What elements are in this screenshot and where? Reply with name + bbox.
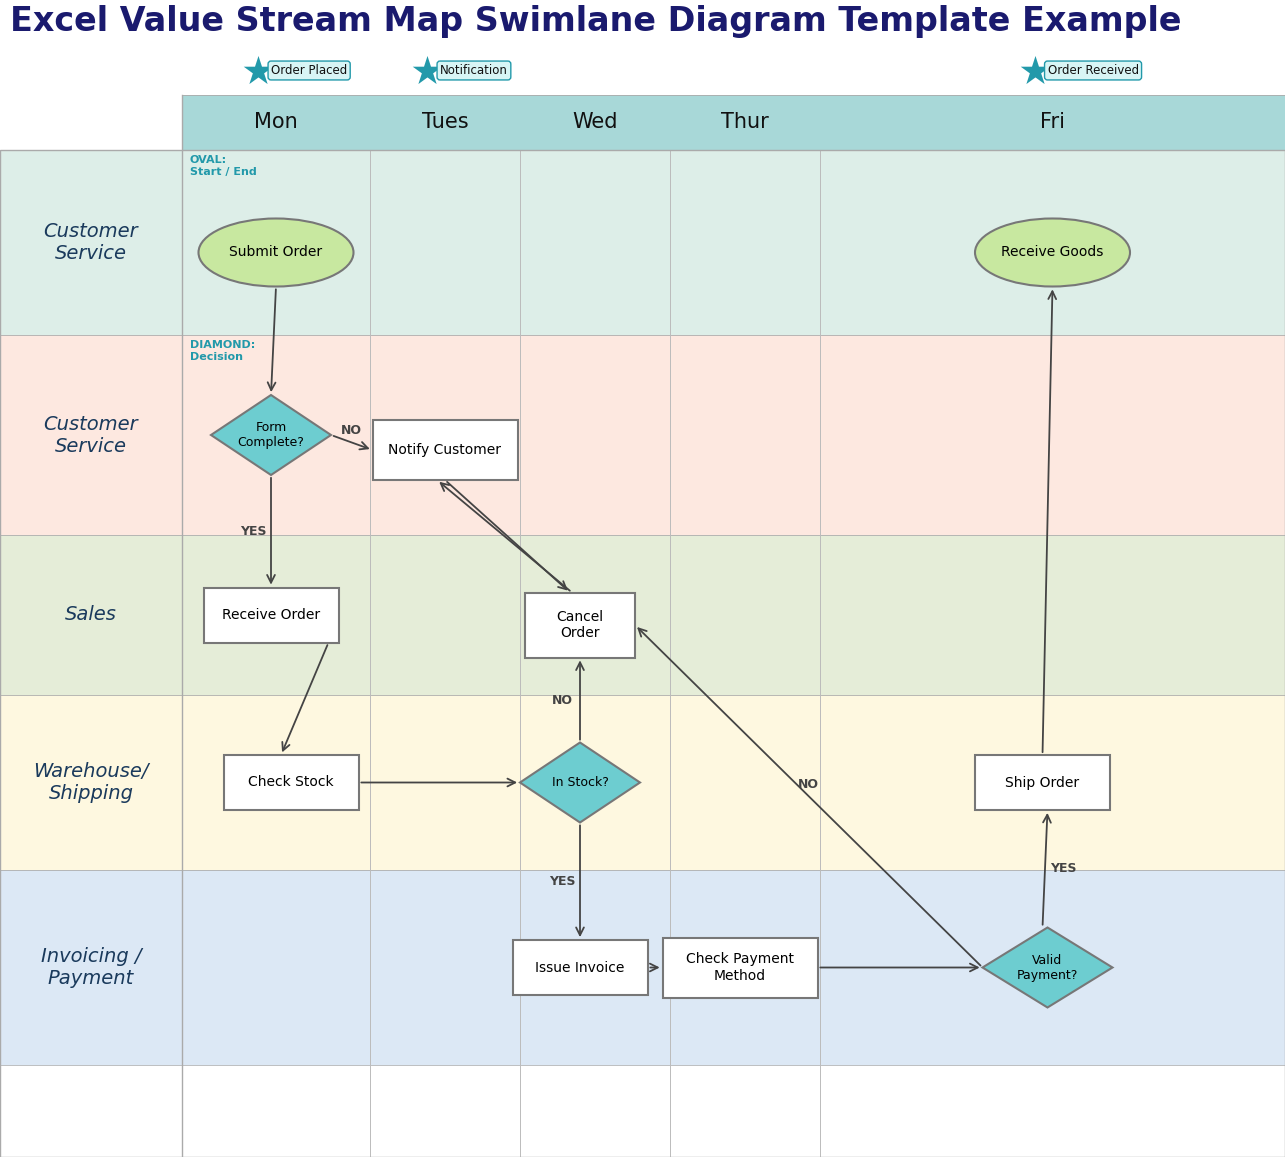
Text: Notification: Notification bbox=[439, 64, 508, 78]
Text: Fri: Fri bbox=[1040, 112, 1065, 133]
Text: Check Payment
Method: Check Payment Method bbox=[686, 952, 794, 982]
Point bbox=[416, 61, 437, 80]
Bar bbox=[182, 95, 1285, 150]
Text: Check Stock: Check Stock bbox=[248, 775, 334, 789]
Ellipse shape bbox=[975, 219, 1130, 287]
Text: Wed: Wed bbox=[572, 112, 618, 133]
Text: Invoicing /
Payment: Invoicing / Payment bbox=[41, 946, 141, 988]
Polygon shape bbox=[983, 928, 1113, 1008]
Text: YES: YES bbox=[240, 525, 266, 538]
Point bbox=[1024, 61, 1045, 80]
Text: Warehouse/
Shipping: Warehouse/ Shipping bbox=[33, 762, 149, 803]
FancyBboxPatch shape bbox=[203, 588, 338, 642]
Text: NO: NO bbox=[798, 778, 820, 790]
Text: Issue Invoice: Issue Invoice bbox=[536, 960, 625, 974]
Text: Valid
Payment?: Valid Payment? bbox=[1016, 953, 1078, 981]
Text: Mon: Mon bbox=[254, 112, 298, 133]
Text: Sales: Sales bbox=[66, 605, 117, 625]
Ellipse shape bbox=[198, 219, 353, 287]
FancyBboxPatch shape bbox=[224, 756, 359, 810]
Bar bbox=[0, 870, 1285, 1064]
Text: NO: NO bbox=[342, 423, 362, 437]
Polygon shape bbox=[520, 743, 640, 823]
Bar bbox=[0, 150, 1285, 1157]
FancyBboxPatch shape bbox=[373, 420, 518, 480]
Bar bbox=[0, 150, 1285, 336]
Text: Customer
Service: Customer Service bbox=[44, 222, 139, 263]
Point bbox=[248, 61, 269, 80]
Text: Customer
Service: Customer Service bbox=[44, 414, 139, 456]
Text: Thur: Thur bbox=[721, 112, 768, 133]
Text: YES: YES bbox=[549, 875, 576, 887]
Text: YES: YES bbox=[1050, 862, 1077, 875]
Bar bbox=[0, 336, 1285, 535]
Text: Tues: Tues bbox=[421, 112, 468, 133]
Text: Form
Complete?: Form Complete? bbox=[238, 421, 305, 449]
Text: Excel Value Stream Map Swimlane Diagram Template Example: Excel Value Stream Map Swimlane Diagram … bbox=[10, 5, 1181, 38]
Bar bbox=[0, 695, 1285, 870]
FancyBboxPatch shape bbox=[513, 939, 648, 995]
Bar bbox=[182, 50, 1285, 95]
Text: Order Received: Order Received bbox=[1047, 64, 1139, 78]
Text: Submit Order: Submit Order bbox=[230, 245, 323, 259]
Text: Cancel
Order: Cancel Order bbox=[556, 610, 604, 640]
Polygon shape bbox=[211, 395, 332, 476]
Text: In Stock?: In Stock? bbox=[551, 776, 608, 789]
Text: OVAL:
Start / End: OVAL: Start / End bbox=[190, 155, 257, 177]
Text: Notify Customer: Notify Customer bbox=[388, 443, 501, 457]
FancyBboxPatch shape bbox=[975, 756, 1110, 810]
Text: NO: NO bbox=[551, 693, 573, 707]
Text: Receive Order: Receive Order bbox=[222, 607, 320, 622]
FancyBboxPatch shape bbox=[526, 592, 635, 657]
Bar bbox=[0, 535, 1285, 695]
Text: Ship Order: Ship Order bbox=[1005, 775, 1079, 789]
Text: DIAMOND:
Decision: DIAMOND: Decision bbox=[190, 340, 256, 362]
Text: Order Placed: Order Placed bbox=[271, 64, 347, 78]
Text: Receive Goods: Receive Goods bbox=[1001, 245, 1104, 259]
FancyBboxPatch shape bbox=[663, 937, 817, 997]
